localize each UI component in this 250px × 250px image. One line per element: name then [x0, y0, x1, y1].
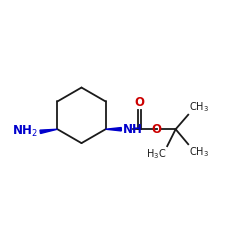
- Text: NH$_2$: NH$_2$: [12, 124, 38, 139]
- Text: H$_3$C: H$_3$C: [146, 147, 166, 161]
- Text: O: O: [134, 96, 144, 110]
- Text: NH: NH: [122, 123, 142, 136]
- Text: CH$_3$: CH$_3$: [189, 145, 209, 159]
- Text: O: O: [152, 123, 162, 136]
- Polygon shape: [40, 129, 58, 134]
- Polygon shape: [106, 128, 121, 131]
- Text: CH$_3$: CH$_3$: [189, 100, 209, 114]
